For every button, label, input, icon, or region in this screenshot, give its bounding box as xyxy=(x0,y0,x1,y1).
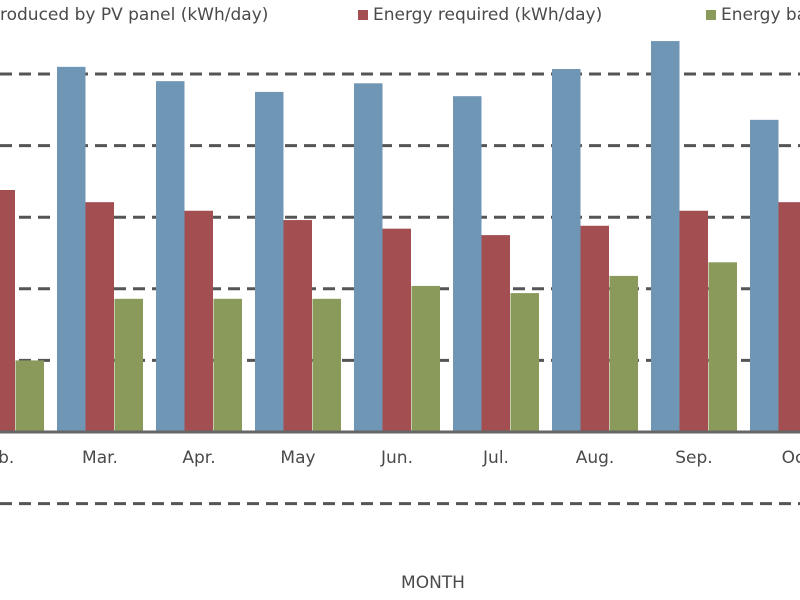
bar xyxy=(708,262,737,432)
bar xyxy=(85,202,114,432)
x-axis-title: MONTH xyxy=(401,573,465,593)
x-tick-label: Jun. xyxy=(380,448,413,468)
x-tick-label: Mar. xyxy=(82,448,118,468)
bar xyxy=(184,210,213,432)
x-tick-label: Oc xyxy=(782,448,800,468)
bar xyxy=(750,119,779,432)
bar xyxy=(609,275,638,432)
bar xyxy=(778,202,800,432)
bar xyxy=(0,189,15,432)
bar xyxy=(580,225,609,432)
legend-label: Energy required (kWh/day) xyxy=(373,5,602,25)
bar xyxy=(57,66,86,432)
bar xyxy=(453,96,482,433)
legend-marker xyxy=(706,10,716,20)
x-tick-label: Aug. xyxy=(576,448,615,468)
bar xyxy=(354,83,383,433)
bar xyxy=(255,91,284,433)
bar xyxy=(283,220,312,432)
x-tick-label: eb. xyxy=(0,448,14,468)
bar xyxy=(382,228,411,432)
x-tick-label: Jul. xyxy=(482,448,509,468)
bar xyxy=(15,360,44,432)
x-tick-label: Apr. xyxy=(182,448,215,468)
bar xyxy=(114,298,143,432)
bar xyxy=(411,285,440,432)
x-tick-label: May xyxy=(280,448,315,468)
legend-marker xyxy=(358,10,368,20)
bar xyxy=(679,210,708,432)
x-tick-label: Sep. xyxy=(675,448,712,468)
bar xyxy=(651,41,680,433)
bar xyxy=(552,68,581,432)
bar xyxy=(312,298,341,432)
bar xyxy=(156,81,185,432)
bar xyxy=(481,235,510,432)
bar xyxy=(213,298,242,432)
legend-label: roduced by PV panel (kWh/day) xyxy=(0,5,268,25)
bar xyxy=(510,293,539,432)
legend-label: Energy ba xyxy=(721,5,800,25)
